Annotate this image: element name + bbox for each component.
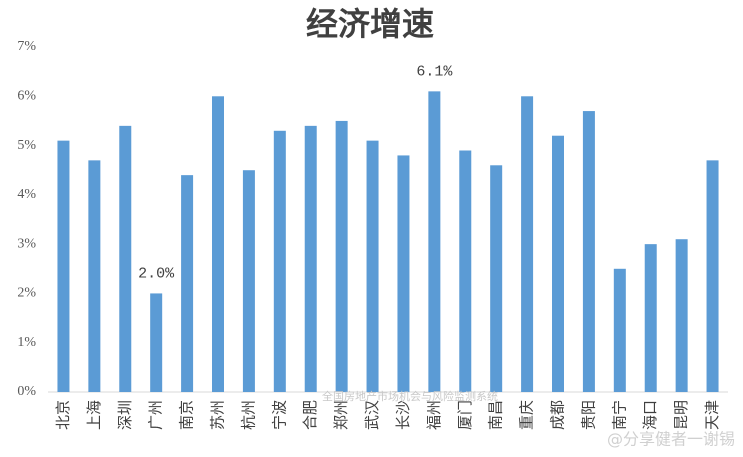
value-label: 6.1%	[416, 63, 453, 80]
x-tick-label: 南昌	[487, 400, 505, 430]
bar	[644, 244, 657, 392]
x-tick-label: 南宁	[610, 400, 628, 430]
x-tick-label: 长沙	[394, 400, 412, 430]
x-tick-label: 昆明	[672, 400, 690, 430]
bar	[212, 96, 224, 393]
y-tick-label: 1%	[17, 335, 36, 350]
chart-title: 经济增速	[306, 5, 434, 43]
x-tick-label: 郑州	[332, 400, 350, 430]
x-tick-label: 成都	[549, 400, 567, 430]
bar	[675, 239, 688, 392]
x-tick-label: 南京	[178, 400, 196, 430]
x-tick-label: 天津	[703, 400, 721, 430]
y-tick-label: 7%	[17, 39, 36, 54]
x-tick-label: 杭州	[239, 400, 257, 430]
x-tick-label: 苏州	[209, 400, 227, 430]
bar	[150, 293, 163, 392]
x-tick-label: 重庆	[518, 400, 536, 430]
y-tick-label: 3%	[17, 236, 36, 251]
y-tick-label: 5%	[17, 138, 36, 153]
bar	[397, 155, 410, 392]
bar	[273, 130, 286, 393]
bar	[459, 150, 472, 392]
y-tick-label: 2%	[17, 286, 36, 301]
y-tick-label: 0%	[17, 384, 36, 399]
x-tick-label: 深圳	[116, 400, 134, 430]
x-tick-label: 厦门	[456, 400, 474, 430]
bar	[304, 125, 317, 392]
bar	[366, 140, 379, 392]
bar	[181, 175, 194, 392]
watermark: 全国房地产市场机会与风险监测系统	[322, 389, 498, 403]
bar	[335, 120, 348, 392]
bar	[582, 111, 595, 393]
x-tick-label: 武汉	[363, 400, 381, 430]
bar	[119, 125, 132, 392]
x-tick-label: 北京	[54, 400, 72, 430]
bar	[428, 91, 441, 392]
value-label: 2.0%	[138, 265, 175, 282]
y-tick-label: 4%	[17, 187, 36, 202]
watermark: @分享健者一谢锡	[607, 430, 735, 449]
x-tick-label: 上海	[85, 400, 103, 430]
x-tick-label: 宁波	[270, 400, 288, 430]
bar	[242, 170, 255, 392]
bar	[521, 96, 534, 393]
x-tick-label: 海口	[641, 400, 659, 430]
x-tick-label: 合肥	[301, 400, 319, 430]
bar	[57, 140, 70, 392]
x-tick-label: 福州	[425, 400, 443, 430]
bar	[490, 165, 503, 392]
bar	[706, 160, 719, 392]
x-tick-label: 广州	[147, 400, 165, 430]
bar	[552, 135, 564, 392]
bar	[88, 160, 101, 392]
x-tick-label: 贵阳	[579, 400, 597, 430]
y-tick-label: 6%	[17, 89, 36, 104]
bar	[613, 268, 626, 392]
